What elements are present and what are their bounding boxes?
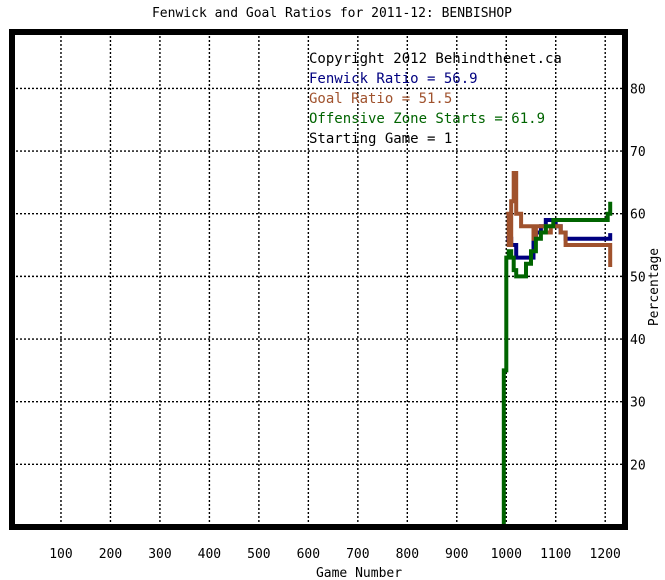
x-tick-label: 900 xyxy=(445,547,468,562)
legend: Copyright 2012 Behindthenet.ca Fenwick Ra… xyxy=(309,51,562,147)
x-tick-label: 100 xyxy=(49,547,72,562)
y-tick-label: 70 xyxy=(630,145,646,160)
y-tick-label: 50 xyxy=(630,270,646,285)
x-axis-ticks: 100 200 300 400 500 600 700 800 900 1000 1100 1200 xyxy=(49,547,621,562)
chart-title: Fenwick and Goal Ratios for 2011-12: BEN… xyxy=(152,6,512,21)
plot-area xyxy=(12,32,625,527)
x-tick-label: 800 xyxy=(396,547,419,562)
y-axis-ticks: 20 30 40 50 60 70 80 xyxy=(630,82,646,473)
x-tick-label: 500 xyxy=(247,547,270,562)
legend-entry: Goal Ratio = 51.5 xyxy=(309,91,452,107)
plot-frame xyxy=(9,29,628,530)
x-tick-label: 1100 xyxy=(540,547,571,562)
x-tick-label: 200 xyxy=(99,547,122,562)
legend-entry: Offensive Zone Starts = 61.9 xyxy=(309,111,545,127)
y-tick-label: 30 xyxy=(630,396,646,411)
y-tick-label: 20 xyxy=(630,458,646,473)
series-group xyxy=(501,171,613,529)
x-axis-label: Game Number xyxy=(316,566,402,580)
x-tick-label: 600 xyxy=(297,547,320,562)
y-tick-label: 40 xyxy=(630,333,646,348)
y-tick-label: 60 xyxy=(630,208,646,223)
x-tick-label: 700 xyxy=(346,547,369,562)
legend-entry: Copyright 2012 Behindthenet.ca xyxy=(309,51,562,67)
legend-entry: Fenwick Ratio = 56.9 xyxy=(309,71,478,87)
grid xyxy=(12,32,625,527)
x-tick-label: 1200 xyxy=(590,547,621,562)
x-tick-label: 400 xyxy=(198,547,221,562)
x-tick-label: 1000 xyxy=(491,547,522,562)
y-axis-label: Percentage xyxy=(647,248,662,326)
legend-entry: Starting Game = 1 xyxy=(309,131,452,147)
x-tick-label: 300 xyxy=(148,547,171,562)
y-tick-label: 80 xyxy=(630,82,646,97)
series-line-2 xyxy=(501,201,613,529)
